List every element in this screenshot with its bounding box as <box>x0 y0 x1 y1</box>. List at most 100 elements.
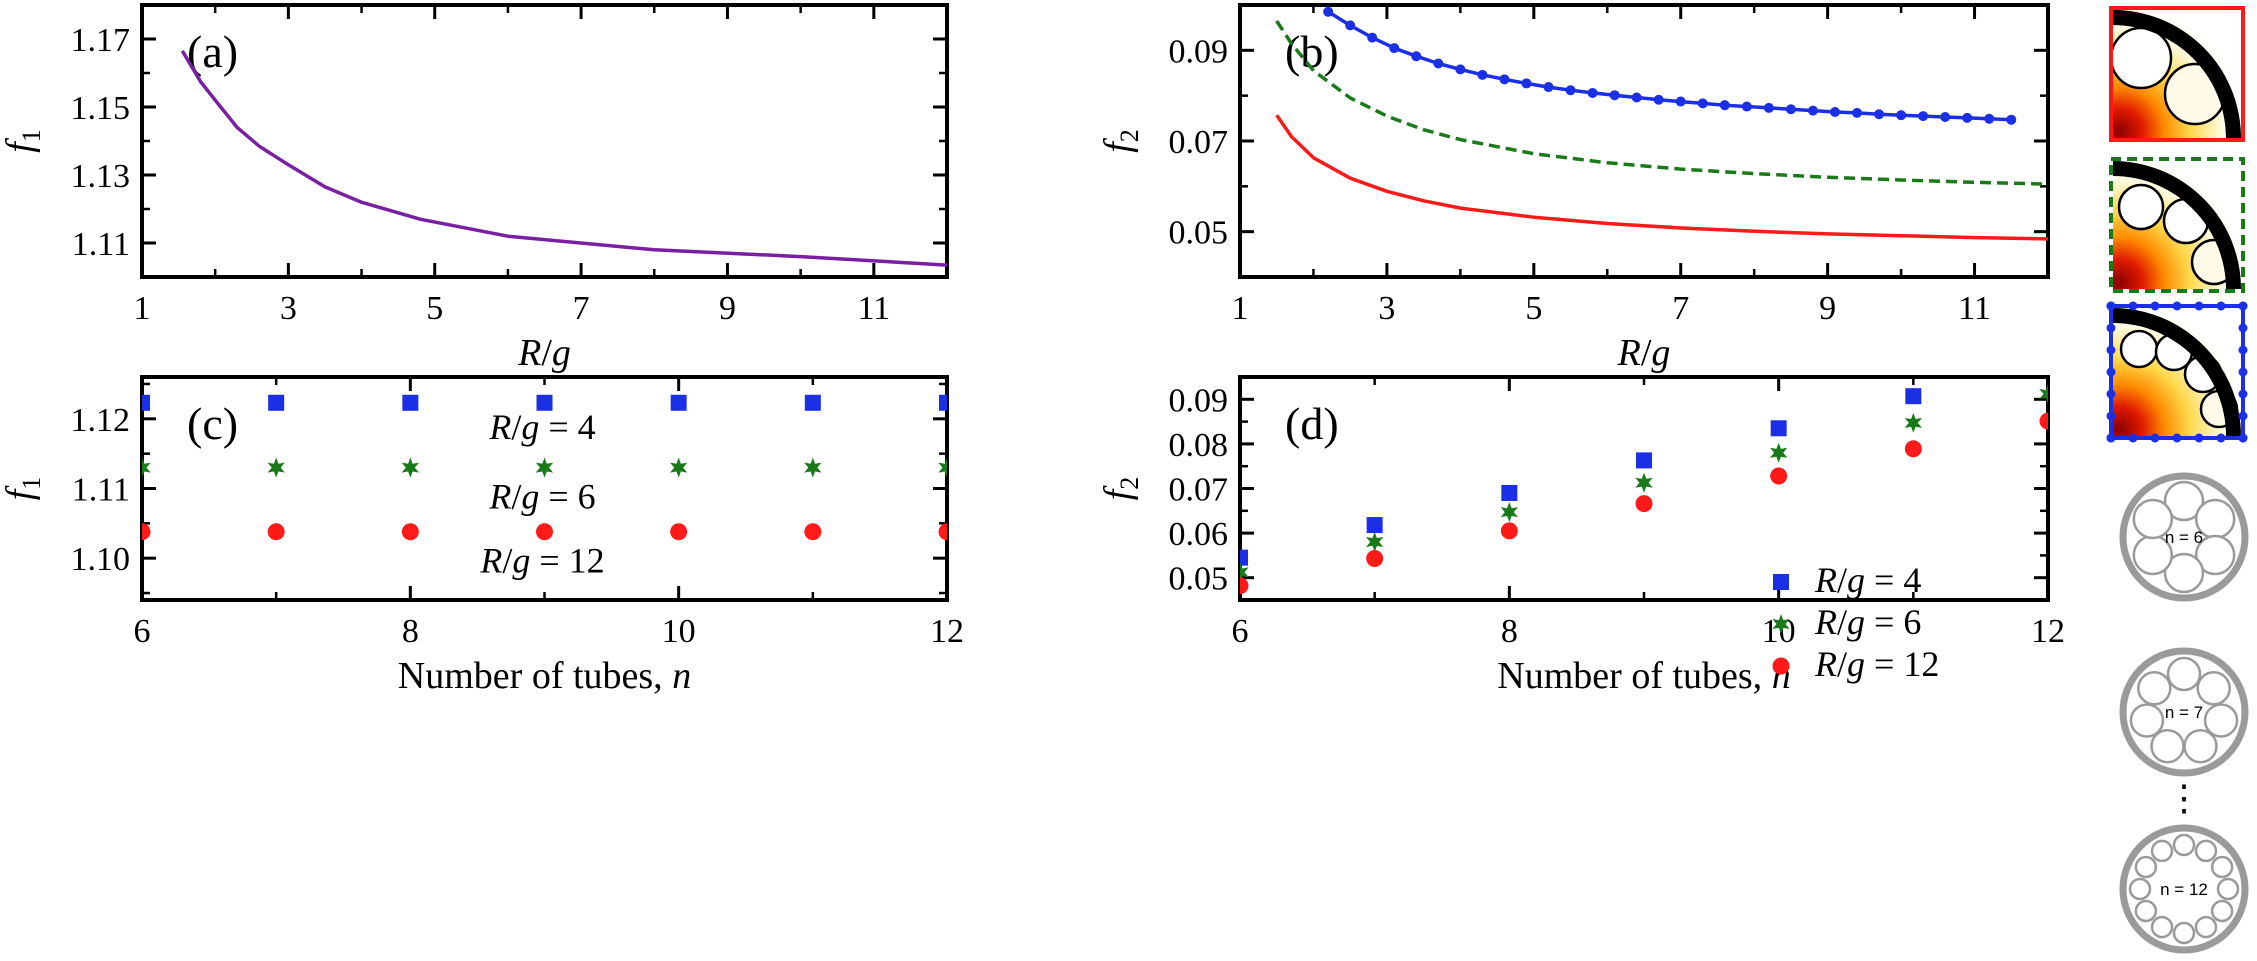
y-tick-label: 0.05 <box>1169 561 1229 598</box>
series-marker <box>1785 104 1796 115</box>
data-point-star <box>938 457 947 478</box>
inset-blue-border-dots <box>2106 301 2248 443</box>
tubes-ellipsis: ⋮ <box>2166 778 2202 818</box>
border-dot <box>2106 323 2116 333</box>
series-marker <box>1455 64 1466 75</box>
data-point-circle <box>267 523 285 541</box>
panel-b: 1 3 5 7 9 110.050.070.09R/gf2(b) <box>1097 3 2050 374</box>
data-point-star <box>1366 532 1384 552</box>
data-point-square <box>402 394 419 411</box>
data-point-circle <box>1772 657 1790 675</box>
data-point-circle <box>142 523 151 541</box>
series-marker <box>1499 74 1510 85</box>
tube-circle <box>2210 899 2234 923</box>
x-axis-label: Number of tubes, n <box>1497 655 1790 697</box>
x-tick-label: 8 <box>402 613 419 650</box>
tube-circle <box>2172 833 2196 857</box>
tube-circle <box>2150 728 2185 764</box>
panel-d: 6 8 10 12 0.05 0.06 0.07 0.08 0.09 Number of tube… <box>1097 375 2065 697</box>
series-marker <box>1697 98 1708 109</box>
data-point-circle <box>536 523 553 541</box>
series-marker <box>1433 58 1444 69</box>
data-point-circle <box>1904 440 1922 458</box>
x-tick-label: 10 <box>1762 613 1796 650</box>
border-dot <box>2128 301 2138 311</box>
data-point-square <box>1905 388 1922 405</box>
tube-circle <box>2137 671 2172 706</box>
data-point-star <box>142 457 151 478</box>
y-tick-label: 1.11 <box>72 472 130 509</box>
tube-circle <box>2172 921 2196 945</box>
y-tick-label: 0.08 <box>1169 427 1229 464</box>
data-point-circle <box>670 523 688 541</box>
data-point-circle <box>1500 522 1518 540</box>
x-tick-label: 5 <box>1525 290 1542 327</box>
tube-circle <box>2210 855 2234 879</box>
data-point-square <box>1636 452 1652 469</box>
x-axis-label: R/g <box>1617 332 1671 374</box>
series-marker <box>1609 90 1620 101</box>
border-dot <box>2216 301 2226 311</box>
data-point-star <box>535 457 554 478</box>
x-tick-label: 11 <box>1958 290 1991 327</box>
border-dot <box>2194 301 2204 311</box>
series-marker <box>1918 111 1929 122</box>
data-point-star <box>1500 502 1518 523</box>
x-tick-label: 6 <box>134 613 151 650</box>
border-dot <box>2194 433 2204 443</box>
tube-circle <box>2134 855 2158 879</box>
x-axis-label: Number of tubes, n <box>398 655 691 697</box>
series-marker <box>1345 20 1356 31</box>
data-point-circle <box>804 523 822 541</box>
tubes-label-n6: n = 6 <box>2165 528 2203 547</box>
tube-circle <box>2203 703 2239 738</box>
series-line-green-dashed <box>1275 19 2048 186</box>
tube-circle <box>2132 498 2174 540</box>
border-dot <box>2128 433 2138 443</box>
border-dot <box>2106 367 2116 377</box>
y-tick-label: 1.10 <box>71 541 131 578</box>
data-point-circle <box>938 523 947 541</box>
data-point-circle <box>1635 495 1653 513</box>
data-point-circle <box>1240 577 1249 595</box>
y-tick-label: 1.15 <box>71 90 131 127</box>
data-point-star <box>1635 472 1653 493</box>
x-axis-label: R/g <box>517 332 571 374</box>
border-dot <box>2216 433 2226 443</box>
inset-heatmap-blue <box>2106 301 2248 443</box>
data-point-star <box>2039 383 2048 404</box>
x-tick-label: 9 <box>719 290 736 327</box>
tube-circle <box>2150 915 2174 939</box>
data-point-circle <box>1770 467 1788 485</box>
data-point-star <box>1772 614 1790 634</box>
series-marker <box>1543 82 1554 93</box>
y-axis-label: f1 <box>0 477 46 501</box>
series-marker <box>1675 96 1686 107</box>
plot-area <box>142 394 947 541</box>
series-marker <box>1631 92 1642 103</box>
border-dot <box>2106 433 2116 443</box>
y-tick-label: 0.09 <box>1169 33 1229 70</box>
series-marker <box>1984 113 1995 124</box>
series-marker <box>1807 105 1818 116</box>
data-point-star <box>1240 562 1249 583</box>
series-marker <box>1587 87 1598 98</box>
series-marker <box>1323 6 1334 17</box>
y-tick-label: 0.07 <box>1169 472 1229 509</box>
border-dot <box>2106 411 2116 421</box>
data-point-square <box>536 394 553 411</box>
x-tick-label: 1 <box>134 290 151 327</box>
y-tick-label: 0.06 <box>1169 516 1229 553</box>
y-tick-label: 0.09 <box>1169 382 1229 419</box>
inset-tubes-n7: n = 7 <box>2119 647 2249 777</box>
series-marker <box>2006 114 2017 125</box>
data-point-square <box>670 394 687 411</box>
tube-circle <box>2194 839 2218 863</box>
legend-label: R/g = 4 <box>1814 560 1921 600</box>
panel-label: (c) <box>187 398 238 449</box>
border-dot <box>2106 345 2116 355</box>
x-tick-label: 3 <box>1378 290 1395 327</box>
axes-frame-a <box>140 3 949 279</box>
legend-label: R/g = 12 <box>1814 644 1939 684</box>
panel-label: (d) <box>1285 398 1339 449</box>
